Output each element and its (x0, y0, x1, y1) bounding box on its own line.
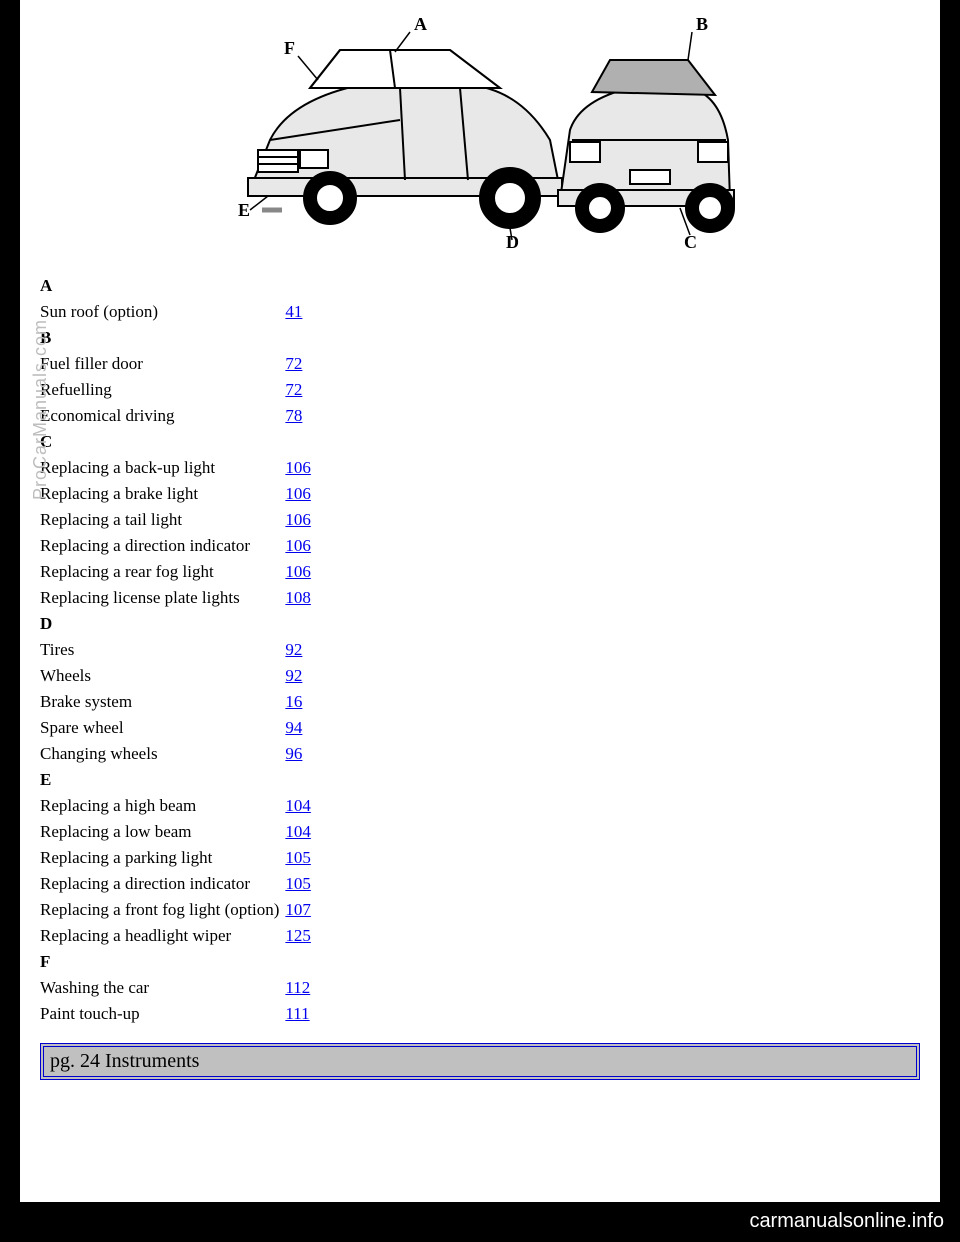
index-item-label: Brake system (40, 689, 285, 715)
diagram-label-d: D (506, 232, 519, 250)
index-item-label: Changing wheels (40, 741, 285, 767)
index-item-label: Replacing a low beam (40, 819, 285, 845)
index-item-label: Replacing a parking light (40, 845, 285, 871)
index-item-label: Replacing a high beam (40, 793, 285, 819)
index-page-link[interactable]: 92 (285, 640, 302, 659)
index-page-link[interactable]: 106 (285, 510, 311, 529)
index-page-link[interactable]: 96 (285, 744, 302, 763)
index-page-link[interactable]: 106 (285, 562, 311, 581)
index-page-link[interactable]: 106 (285, 536, 311, 555)
index-section-letter: F (40, 949, 920, 975)
index-page-link[interactable]: 107 (285, 900, 311, 919)
index-section-letter: E (40, 767, 920, 793)
diagram-label-c: C (684, 232, 697, 250)
index-item-label: Replacing a direction indicator (40, 533, 285, 559)
index-item-label: Sun roof (option) (40, 299, 285, 325)
index-item-label: Replacing a headlight wiper (40, 923, 285, 949)
diagram-label-e: E (238, 200, 250, 220)
index-item-label: Replacing a rear fog light (40, 559, 285, 585)
index-item-label: Replacing a brake light (40, 481, 285, 507)
page-heading: pg. 24 Instruments (40, 1043, 920, 1080)
index-page-link[interactable]: 108 (285, 588, 311, 607)
page-container: ProCarManuals.com (20, 0, 940, 1202)
diagram-label-f: F (284, 38, 295, 58)
index-item-label: Refuelling (40, 377, 285, 403)
index-item-label: Fuel filler door (40, 351, 285, 377)
car-diagram: A B C D E F (220, 10, 740, 250)
index-page-link[interactable]: 94 (285, 718, 302, 737)
index-page-link[interactable]: 92 (285, 666, 302, 685)
index-section-letter: A (40, 273, 920, 299)
index-page-link[interactable]: 105 (285, 848, 311, 867)
index-page-link[interactable]: 105 (285, 874, 311, 893)
index-item-label: Spare wheel (40, 715, 285, 741)
index-section-letter: C (40, 429, 920, 455)
index-page-link[interactable]: 78 (285, 406, 302, 425)
diagram-label-a: A (414, 14, 427, 34)
index-table: ASun roof (option)41BFuel filler door72R… (40, 273, 920, 1027)
index-item-label: Economical driving (40, 403, 285, 429)
index-page-link[interactable]: 125 (285, 926, 311, 945)
index-item-label: Tires (40, 637, 285, 663)
index-page-link[interactable]: 104 (285, 796, 311, 815)
footer-text: carmanualsonline.info (0, 1202, 960, 1241)
index-page-link[interactable]: 16 (285, 692, 302, 711)
index-item-label: Washing the car (40, 975, 285, 1001)
car-diagram-container: A B C D E F (40, 10, 920, 255)
index-page-link[interactable]: 112 (285, 978, 310, 997)
index-section-letter: B (40, 325, 920, 351)
index-page-link[interactable]: 106 (285, 458, 311, 477)
index-item-label: Wheels (40, 663, 285, 689)
index-item-label: Replacing a direction indicator (40, 871, 285, 897)
index-item-label: Paint touch-up (40, 1001, 285, 1027)
index-page-link[interactable]: 106 (285, 484, 311, 503)
index-item-label: Replacing a back-up light (40, 455, 285, 481)
index-item-label: Replacing license plate lights (40, 585, 285, 611)
index-page-link[interactable]: 111 (285, 1004, 309, 1023)
index-section-letter: D (40, 611, 920, 637)
index-page-link[interactable]: 104 (285, 822, 311, 841)
index-page-link[interactable]: 72 (285, 380, 302, 399)
diagram-label-b: B (696, 14, 708, 34)
index-item-label: Replacing a tail light (40, 507, 285, 533)
index-item-label: Replacing a front fog light (option) (40, 897, 285, 923)
index-page-link[interactable]: 41 (285, 302, 302, 321)
index-page-link[interactable]: 72 (285, 354, 302, 373)
